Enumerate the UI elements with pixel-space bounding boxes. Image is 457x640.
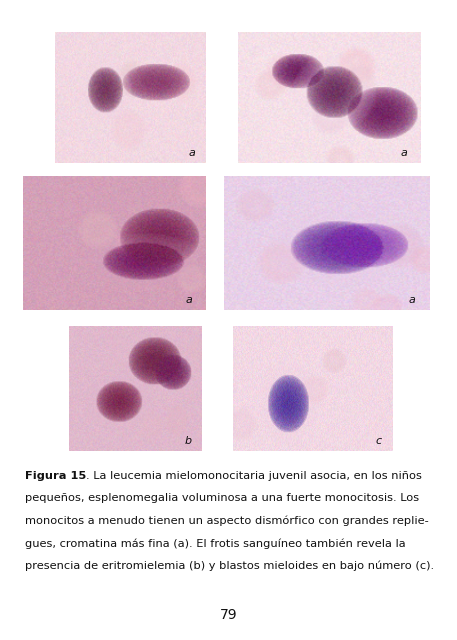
Text: Figura 15: Figura 15 [25,471,86,481]
Text: . La leucemia mielomonocitaria juvenil asocia, en los niños: . La leucemia mielomonocitaria juvenil a… [85,471,421,481]
Text: c: c [376,436,382,446]
Text: presencia de eritromielemia (b) y blastos mieloides en bajo número (c).: presencia de eritromielemia (b) y blasto… [25,561,434,572]
Text: a: a [401,148,408,158]
Text: 79: 79 [220,608,237,622]
Text: a: a [188,148,195,158]
Text: a: a [408,295,415,305]
Text: monocitos a menudo tienen un aspecto dismórfico con grandes replie-: monocitos a menudo tienen un aspecto dis… [25,516,429,526]
Text: a: a [186,295,193,305]
Text: gues, cromatina más fina (a). El frotis sanguíneo también revela la: gues, cromatina más fina (a). El frotis … [25,538,406,548]
Text: pequeños, esplenomegalia voluminosa a una fuerte monocitosis. Los: pequeños, esplenomegalia voluminosa a un… [25,493,419,503]
Text: b: b [185,436,192,446]
